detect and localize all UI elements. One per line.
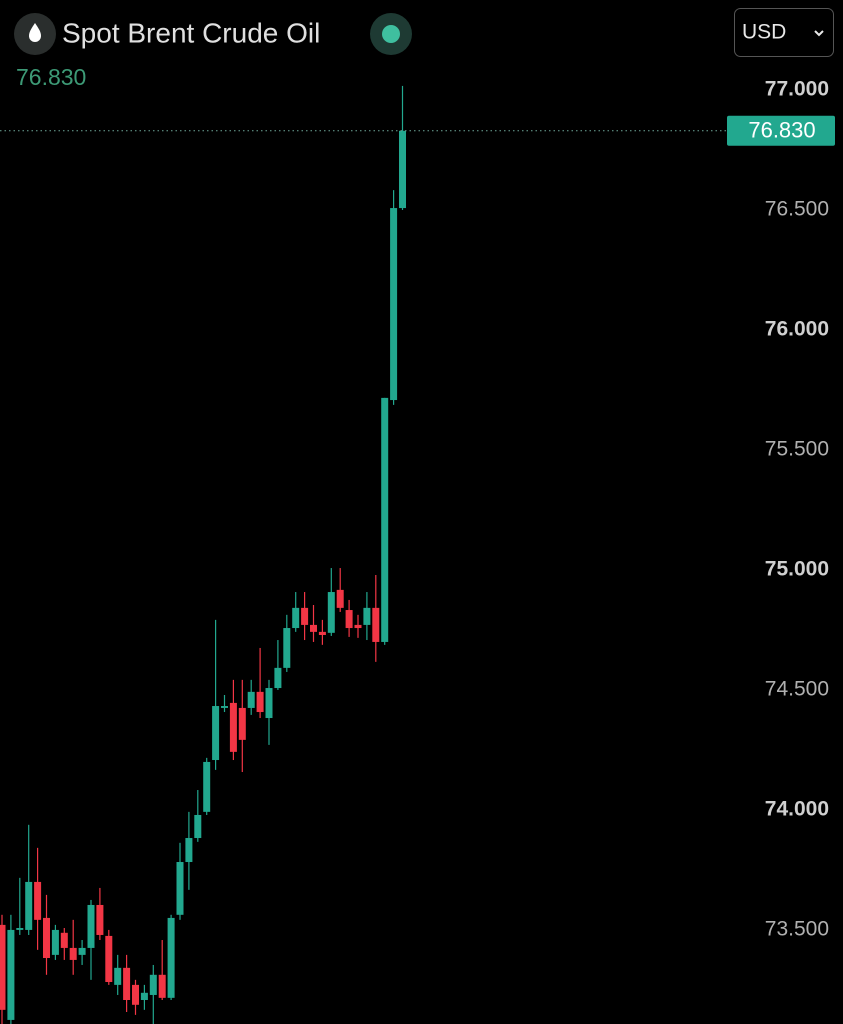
currency-select[interactable]: USD <box>734 8 834 57</box>
chart-title: Spot Brent Crude Oil <box>62 17 320 48</box>
candle-body <box>0 924 6 1010</box>
candle-body <box>78 947 86 955</box>
candle-body <box>310 624 317 632</box>
candle-body <box>96 904 104 935</box>
candle-body <box>51 929 59 955</box>
status-dot <box>382 25 400 43</box>
candle-body <box>301 607 309 625</box>
candle-body <box>265 688 273 719</box>
candle-body <box>390 208 398 401</box>
last-price-box <box>727 115 835 146</box>
candle-body <box>238 707 246 740</box>
y-tick-label: 75.000 <box>765 558 829 581</box>
header-price: 76.830 <box>16 64 86 90</box>
candle-body <box>43 917 50 959</box>
candle-body <box>167 917 175 998</box>
candle-body <box>345 610 353 629</box>
candle-body <box>318 631 326 635</box>
candle-body <box>283 628 291 668</box>
candle-body <box>274 667 282 689</box>
candle-body <box>87 904 95 948</box>
currency-label[interactable]: USD <box>742 21 786 44</box>
candle-body <box>327 592 335 633</box>
candle-body <box>221 706 228 708</box>
y-tick-label: 76.000 <box>765 318 829 341</box>
candle-body <box>354 624 362 629</box>
y-tick-label: 75.500 <box>765 438 829 461</box>
candle-body <box>247 691 255 708</box>
y-tick-label: 74.000 <box>765 797 829 820</box>
chevron <box>814 30 824 37</box>
last-price-label: 76.830 <box>748 118 815 143</box>
candle-body <box>176 862 184 915</box>
y-tick-label: 74.500 <box>765 677 829 700</box>
candle-body <box>336 589 344 608</box>
candle-body <box>158 974 166 998</box>
oil-icon <box>29 23 41 42</box>
candle-body <box>381 397 389 642</box>
candle-body <box>256 691 264 713</box>
candle-body <box>212 706 220 761</box>
candle-body <box>60 932 68 948</box>
currency-box[interactable] <box>734 8 834 57</box>
candle-body <box>69 947 77 960</box>
candle-body <box>399 130 406 209</box>
candle-body <box>25 881 33 930</box>
candle-body <box>363 607 371 625</box>
candle-body <box>185 838 193 863</box>
candle-body <box>16 928 24 930</box>
candle-body <box>203 761 211 812</box>
y-tick-label: 73.500 <box>765 917 829 940</box>
plot: 73.500 74.000 74.500 75.000 75.500 76.000 76.5… <box>0 78 835 1024</box>
candle-body <box>114 967 122 985</box>
candle-body <box>132 984 139 1005</box>
candle-body <box>7 929 15 1020</box>
candle-body <box>105 935 113 983</box>
candle-body <box>34 881 42 920</box>
candle-body <box>123 967 131 1001</box>
candle-body <box>229 702 237 752</box>
candle-body <box>194 814 202 839</box>
y-tick-label: 77.000 <box>765 78 829 101</box>
candle-body <box>372 607 380 642</box>
candle-body <box>292 607 300 629</box>
candle-body <box>149 974 157 995</box>
y-tick-label: 76.500 <box>765 198 829 221</box>
candle-body <box>140 992 148 1001</box>
